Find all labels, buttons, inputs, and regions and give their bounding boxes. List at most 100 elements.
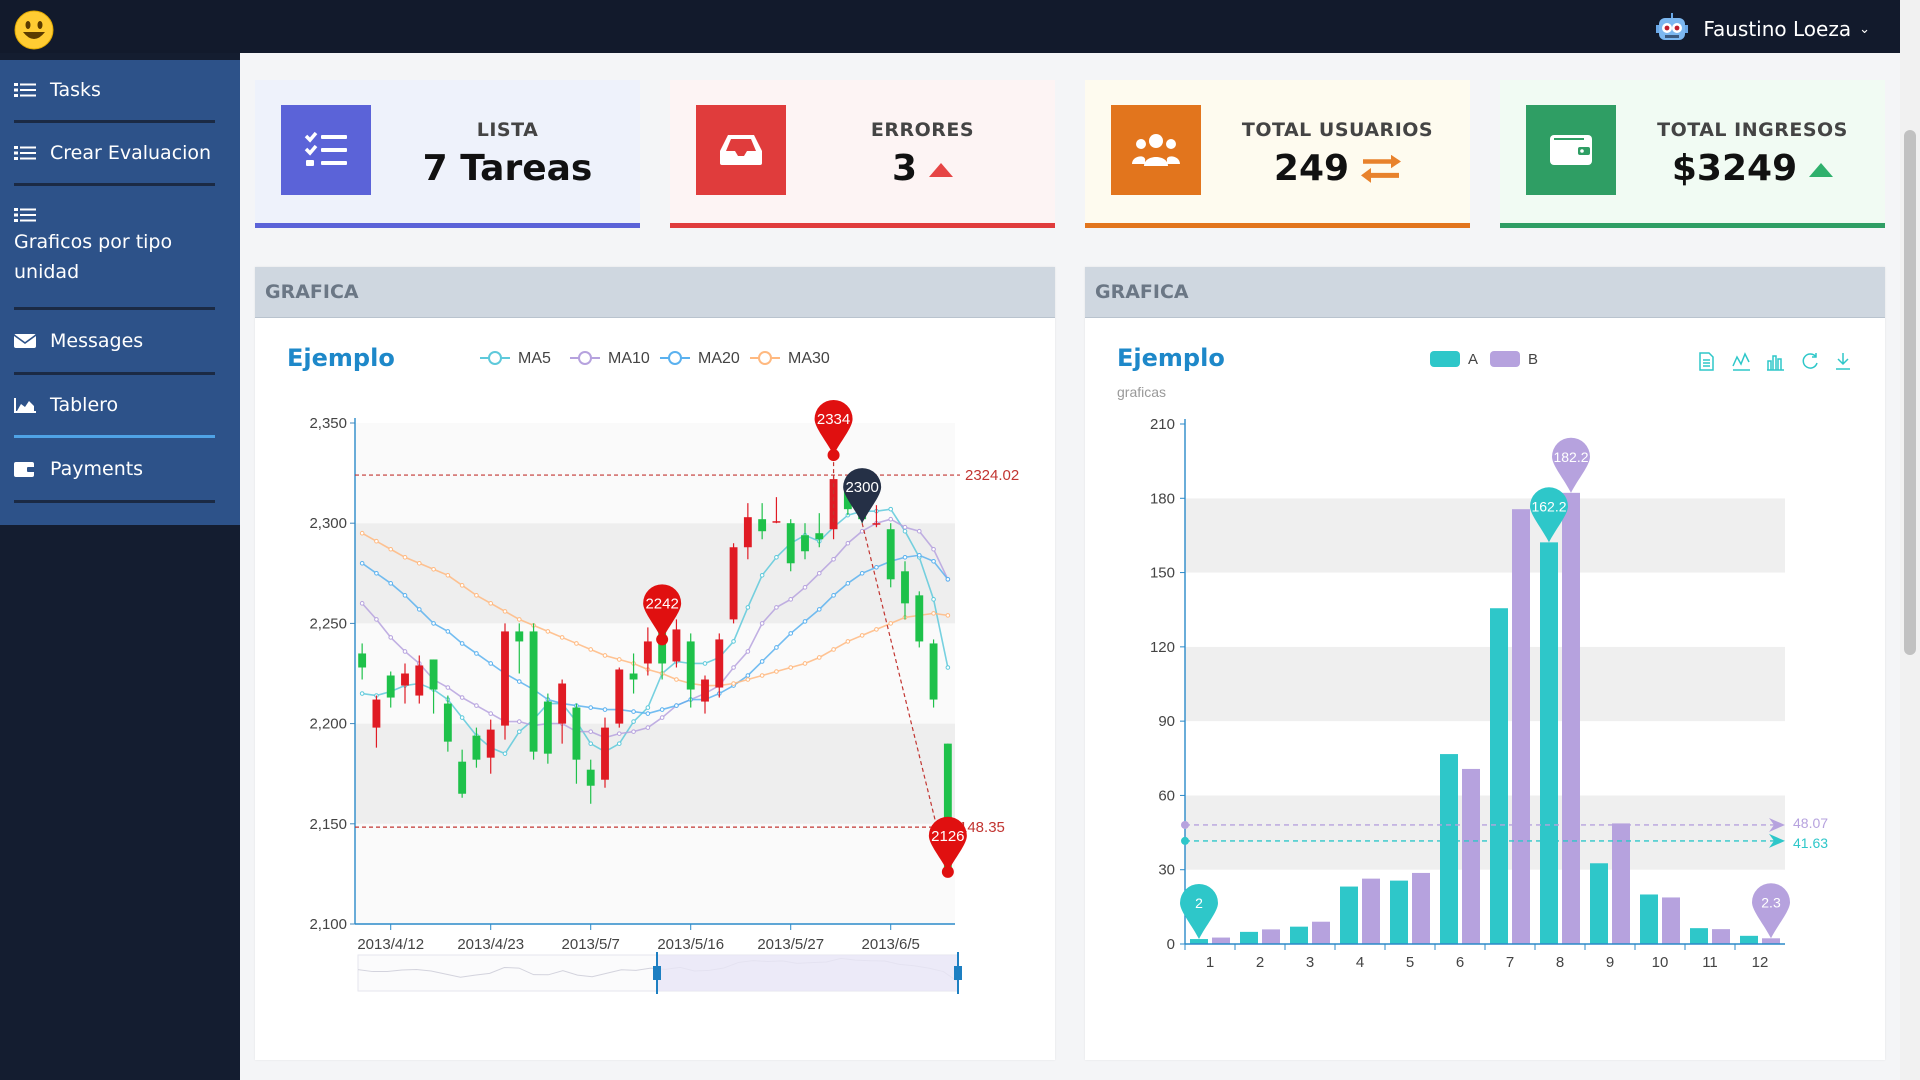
- candle-body: [515, 631, 524, 642]
- bar-a: [1490, 608, 1508, 944]
- download-icon[interactable]: [1836, 353, 1850, 370]
- series-point-ma20: [845, 581, 851, 586]
- series-point-ma20: [388, 581, 394, 586]
- series-point-ma30: [788, 665, 794, 670]
- data-zoom-handle[interactable]: [653, 952, 661, 994]
- candle: [443, 695, 452, 752]
- candle-body: [472, 735, 481, 760]
- chart-title: Ejemplo: [1117, 344, 1225, 372]
- legend-item-ma20: MA20: [660, 350, 740, 367]
- candle: [729, 543, 738, 624]
- series-point-ma5: [745, 605, 751, 610]
- series-point-ma5: [902, 528, 908, 534]
- chart-band: [355, 623, 955, 724]
- stat-title: TOTAL INGRESOS: [1657, 119, 1848, 141]
- stat-value: 3: [800, 148, 1045, 189]
- bar-chart-icon[interactable]: [1767, 355, 1784, 371]
- trend-line: [861, 523, 949, 873]
- main-content: LISTA 7 Tareas ERRORES 3 TOTAL USUARIOS …: [240, 53, 1900, 1080]
- sidebar-item-payments[interactable]: Payments: [14, 438, 215, 503]
- bar-b: [1212, 937, 1230, 944]
- series-point-ma30: [402, 554, 408, 560]
- data-zoom-handle[interactable]: [954, 952, 962, 994]
- mark-point-label: 2242: [645, 595, 678, 612]
- x-tick-label: 2013/4/12: [357, 936, 424, 953]
- y-tick-label: 2,350: [309, 415, 347, 432]
- bar-b: [1412, 872, 1430, 944]
- x-tick-label: 10: [1652, 954, 1669, 971]
- sidebar-item-graficos[interactable]: Graficos por tipo unidad: [14, 186, 215, 310]
- average-line: 48.07: [1181, 815, 1828, 832]
- series-point-ma10: [774, 605, 779, 610]
- series-point-ma5: [774, 554, 779, 560]
- candlestick-chart[interactable]: Ejemplo MA5 MA10 MA20 MA30 2,100 2,150 2,200 2,2…: [255, 318, 1055, 1060]
- user-menu[interactable]: Faustino Loeza ⌄: [1655, 12, 1870, 46]
- series-point-ma30: [516, 617, 522, 622]
- mark-point: 162.2: [1530, 487, 1568, 543]
- refresh-icon[interactable]: [1802, 353, 1818, 369]
- candle-body: [786, 523, 795, 564]
- series-point-ma30: [874, 627, 879, 632]
- candle: [558, 679, 567, 744]
- candle: [815, 513, 824, 548]
- series-point-ma30: [359, 530, 365, 536]
- sidebar-item-crear-evaluacion[interactable]: Crear Evaluacion: [14, 123, 215, 186]
- mark-point-label: 2.3: [1761, 894, 1781, 910]
- candle: [586, 759, 595, 804]
- chart-band: [1185, 646, 1785, 722]
- series-point-ma10: [588, 729, 594, 734]
- legend-label: B: [1528, 351, 1538, 368]
- candle: [401, 663, 409, 704]
- sidebar-item-messages[interactable]: Messages: [14, 310, 215, 375]
- candle: [529, 623, 538, 760]
- candle-body: [686, 641, 695, 690]
- candle-body: [643, 641, 652, 664]
- bar-b: [1362, 878, 1380, 944]
- candle: [672, 619, 681, 668]
- series-point-ma5: [516, 729, 522, 734]
- x-tick-label: 2013/5/7: [562, 936, 620, 953]
- smiley-logo-icon[interactable]: [14, 10, 54, 50]
- data-view-icon[interactable]: [1699, 352, 1714, 371]
- mark-point-label: 182.2: [1553, 449, 1588, 465]
- sidebar-item-tasks[interactable]: Tasks: [14, 60, 215, 123]
- bar-a: [1340, 886, 1358, 944]
- stat-card-errores: ERRORES 3: [670, 80, 1055, 228]
- series-point-ma10: [402, 649, 408, 654]
- series-point-ma30: [545, 629, 551, 634]
- caret-up-icon: [1809, 163, 1834, 177]
- series-point-ma5: [702, 661, 708, 666]
- sidebar-item-tablero[interactable]: Tablero: [14, 375, 215, 438]
- bar-b: [1612, 823, 1630, 944]
- candle: [615, 667, 624, 728]
- series-point-ma20: [759, 659, 765, 664]
- series-point-ma20: [745, 673, 751, 678]
- candle-body: [372, 699, 381, 728]
- candle: [786, 519, 795, 572]
- tasks-icon: [14, 207, 36, 222]
- mark-point-pin: [1752, 883, 1790, 939]
- legend-label: MA5: [518, 350, 551, 367]
- line-chart-icon[interactable]: [1732, 352, 1750, 371]
- series-point-ma10: [459, 695, 465, 700]
- page-scrollbar[interactable]: [1900, 0, 1920, 1080]
- candle-body: [629, 673, 638, 680]
- series-point-ma20: [631, 709, 636, 714]
- legend-item-ma5: MA5: [480, 350, 551, 367]
- legend-swatch: [1430, 351, 1460, 367]
- series-point-ma30: [945, 613, 951, 618]
- bar-b: [1512, 509, 1530, 944]
- series-point-ma20: [945, 577, 951, 582]
- mark-point-label: 162.2: [1531, 498, 1566, 514]
- candle-body: [815, 533, 824, 540]
- y-tick-label: 30: [1158, 862, 1175, 879]
- bar-a: [1440, 754, 1458, 944]
- scrollbar-thumb[interactable]: [1904, 130, 1916, 655]
- candle: [929, 639, 938, 708]
- series-point-ma30: [459, 583, 465, 588]
- data-zoom-handle-grip: [954, 966, 962, 980]
- series-point-ma5: [731, 639, 736, 644]
- legend-item-a: A: [1430, 351, 1478, 368]
- sidebar-item-label: Graficos por tipo unidad: [14, 230, 173, 283]
